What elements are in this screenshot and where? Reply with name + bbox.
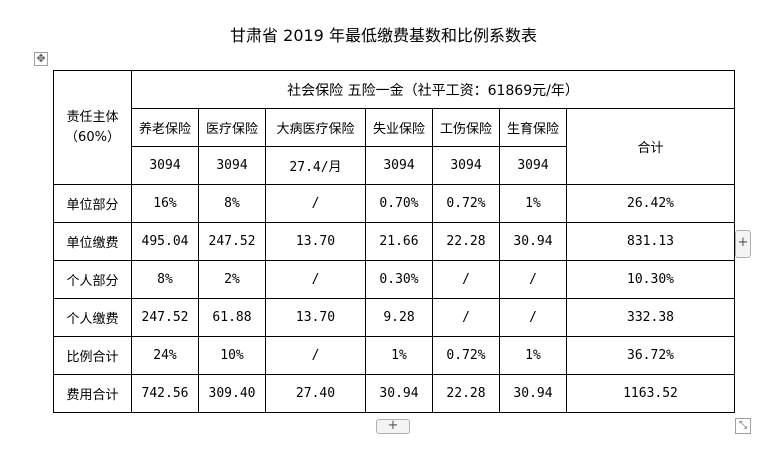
column-header[interactable]: 大病医疗保险 — [265, 108, 366, 147]
table-row: 费用合计 742.56 309.40 27.40 30.94 22.28 30.… — [53, 374, 735, 413]
table-row: 单位缴费 495.04 247.52 13.70 21.66 22.28 30.… — [53, 222, 735, 261]
column-header[interactable]: 养老保险 — [131, 108, 199, 147]
base-cell[interactable]: 3094 — [365, 146, 433, 185]
table-row: 个人缴费 247.52 61.88 13.70 9.28 / / 332.38 — [53, 298, 735, 337]
data-cell[interactable]: 10% — [198, 336, 266, 375]
data-cell[interactable]: 21.66 — [365, 222, 433, 261]
row-label[interactable]: 费用合计 — [53, 374, 132, 413]
data-cell[interactable]: 61.88 — [198, 298, 266, 337]
data-cell[interactable]: 13.70 — [265, 298, 366, 337]
total-cell[interactable]: 36.72% — [566, 336, 735, 375]
subject-header-cell[interactable]: 责任主体 （60%） — [53, 70, 132, 185]
data-cell[interactable]: 0.30% — [365, 260, 433, 299]
data-cell[interactable]: 9.28 — [365, 298, 433, 337]
data-cell[interactable]: 30.94 — [365, 374, 433, 413]
base-cell[interactable]: 27.4/月 — [265, 146, 366, 185]
data-cell[interactable]: 0.70% — [365, 184, 433, 223]
data-cell[interactable]: 2% — [198, 260, 266, 299]
data-cell[interactable]: / — [432, 298, 500, 337]
data-cell[interactable]: 13.70 — [265, 222, 366, 261]
data-cell[interactable]: 16% — [131, 184, 199, 223]
data-cell[interactable]: 247.52 — [131, 298, 199, 337]
total-cell[interactable]: 10.30% — [566, 260, 735, 299]
document-title: 甘肃省 2019 年最低缴费基数和比例系数表 — [230, 26, 537, 45]
base-cell[interactable]: 3094 — [499, 146, 567, 185]
table-row: 比例合计 24% 10% / 1% 0.72% 1% 36.72% — [53, 336, 735, 375]
add-row-button[interactable]: + — [376, 419, 410, 434]
data-cell[interactable]: 495.04 — [131, 222, 199, 261]
column-header[interactable]: 失业保险 — [365, 108, 433, 147]
banner-cell[interactable]: 社会保险 五险一金（社平工资：61869元/年） — [131, 70, 735, 109]
data-cell[interactable]: / — [265, 336, 366, 375]
row-label[interactable]: 比例合计 — [53, 336, 132, 375]
column-header[interactable]: 医疗保险 — [198, 108, 266, 147]
subject-header-label: 责任主体 — [66, 109, 119, 125]
contribution-table: 责任主体 （60%） 社会保险 五险一金（社平工资：61869元/年） 养老保险… — [53, 70, 735, 413]
add-column-button[interactable]: + — [735, 230, 751, 258]
data-cell[interactable]: 27.40 — [265, 374, 366, 413]
data-cell[interactable]: 22.28 — [432, 374, 500, 413]
data-cell[interactable]: 8% — [131, 260, 199, 299]
subject-header-ratio: （60%） — [65, 129, 120, 145]
table-row: 单位部分 16% 8% / 0.70% 0.72% 1% 26.42% — [53, 184, 735, 223]
data-cell[interactable]: 30.94 — [499, 374, 567, 413]
data-cell[interactable]: / — [499, 260, 567, 299]
base-cell[interactable]: 3094 — [432, 146, 500, 185]
data-cell[interactable]: 0.72% — [432, 336, 500, 375]
base-cell[interactable]: 3094 — [198, 146, 266, 185]
table-row: 个人部分 8% 2% / 0.30% / / 10.30% — [53, 260, 735, 299]
data-cell[interactable]: / — [265, 184, 366, 223]
total-cell[interactable]: 26.42% — [566, 184, 735, 223]
column-header[interactable]: 工伤保险 — [432, 108, 500, 147]
base-cell[interactable]: 3094 — [131, 146, 199, 185]
data-cell[interactable]: / — [499, 298, 567, 337]
column-header[interactable]: 生育保险 — [499, 108, 567, 147]
row-label[interactable]: 个人缴费 — [53, 298, 132, 337]
data-cell[interactable]: 309.40 — [198, 374, 266, 413]
data-cell[interactable]: 1% — [499, 184, 567, 223]
data-cell[interactable]: 742.56 — [131, 374, 199, 413]
total-column-header[interactable]: 合计 — [566, 108, 735, 185]
plus-icon: + — [387, 418, 399, 433]
total-cell[interactable]: 332.38 — [566, 298, 735, 337]
data-cell[interactable]: 30.94 — [499, 222, 567, 261]
plus-icon: + — [737, 235, 749, 250]
row-label[interactable]: 个人部分 — [53, 260, 132, 299]
total-cell[interactable]: 1163.52 — [566, 374, 735, 413]
resize-icon[interactable]: ⤡ — [735, 418, 751, 434]
row-label[interactable]: 单位部分 — [53, 184, 132, 223]
data-cell[interactable]: 22.28 — [432, 222, 500, 261]
data-cell[interactable]: 24% — [131, 336, 199, 375]
data-cell[interactable]: 1% — [365, 336, 433, 375]
move-icon[interactable]: ✥ — [34, 52, 48, 66]
data-cell[interactable]: / — [432, 260, 500, 299]
data-cell[interactable]: / — [265, 260, 366, 299]
row-label[interactable]: 单位缴费 — [53, 222, 132, 261]
total-cell[interactable]: 831.13 — [566, 222, 735, 261]
data-cell[interactable]: 8% — [198, 184, 266, 223]
data-cell[interactable]: 247.52 — [198, 222, 266, 261]
data-cell[interactable]: 0.72% — [432, 184, 500, 223]
data-cell[interactable]: 1% — [499, 336, 567, 375]
